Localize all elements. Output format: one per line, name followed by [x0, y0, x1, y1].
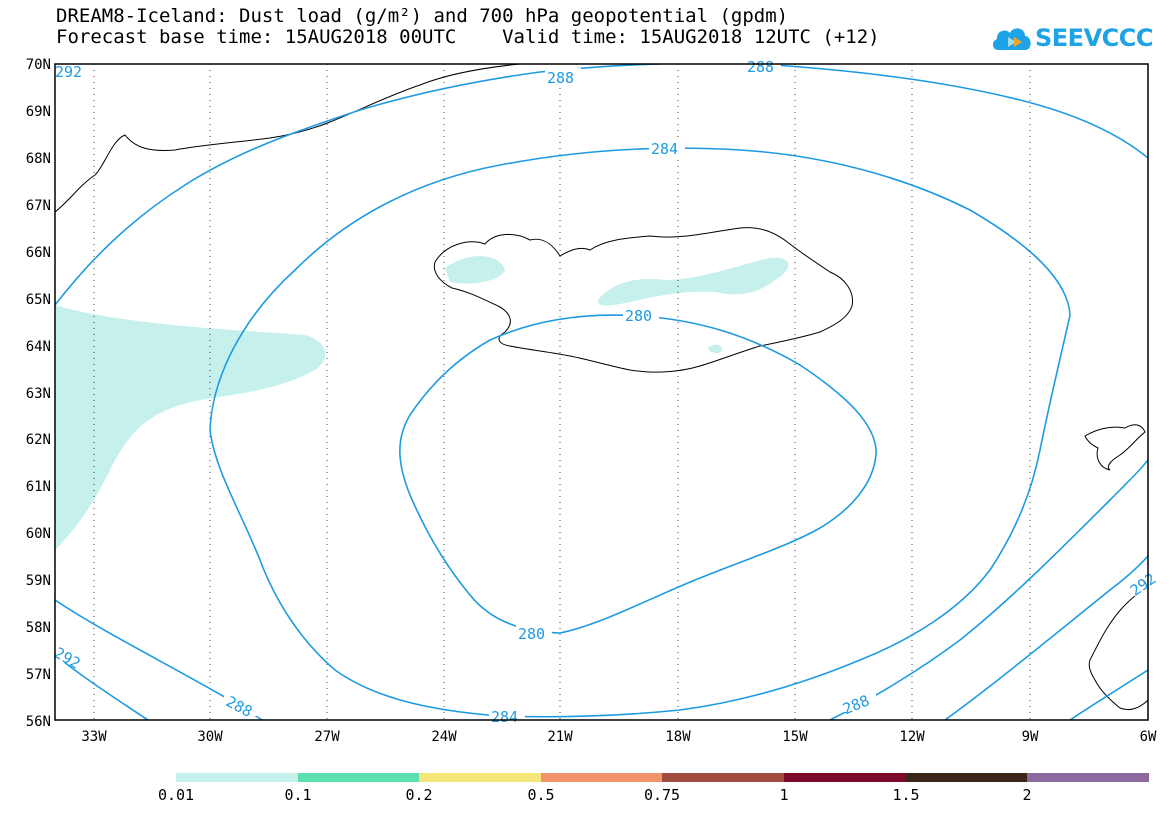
contour-label: 288 [547, 69, 574, 87]
contour-288-north [55, 64, 661, 306]
faroe-coast [1084, 424, 1146, 471]
lat-tick-label: 68N [26, 151, 51, 167]
lat-tick-label: 58N [26, 620, 51, 636]
legend-labels: 0.01 0.1 0.2 0.5 0.75 1 1.5 2 [158, 786, 1032, 804]
lon-tick-label: 30W [197, 729, 223, 745]
legend-label: 0.5 [527, 786, 554, 804]
contour-label: 292 [55, 63, 82, 81]
lon-tick-label: 33W [81, 729, 107, 745]
legend-label: 0.01 [158, 786, 194, 804]
logo-text: SEEVCCC [1035, 24, 1154, 52]
latitude-labels: 70N 69N 68N 67N 66N 65N 64N 63N 62N 61N … [26, 57, 51, 730]
lon-tick-label: 24W [431, 729, 457, 745]
lon-tick-label: 9W [1022, 729, 1039, 745]
plot-frame [54, 63, 1149, 721]
legend-colorbar [176, 773, 1149, 782]
dust-iceland-west [445, 256, 505, 284]
map-title: DREAM8-Iceland: Dust load (g/m²) and 700… [56, 5, 789, 27]
cloud-logo-icon [992, 28, 1031, 50]
contour-label: 280 [625, 307, 652, 325]
lon-tick-label: 6W [1140, 729, 1157, 745]
contour-284 [209, 147, 1071, 718]
lon-tick-label: 27W [314, 729, 340, 745]
legend-swatch [176, 773, 298, 782]
legend-label: 0.2 [405, 786, 432, 804]
dust-iceland-central [597, 257, 789, 306]
legend-label: 1 [779, 786, 788, 804]
legend-swatch [784, 773, 906, 782]
lat-tick-label: 63N [26, 386, 51, 402]
lon-tick-label: 21W [547, 729, 573, 745]
legend-swatch [662, 773, 784, 782]
grid-lines [93, 64, 1031, 720]
contour-label: 284 [491, 708, 518, 726]
lat-tick-label: 56N [26, 714, 51, 730]
contour-label: 280 [518, 625, 545, 643]
contour-label: 288 [747, 58, 774, 76]
lon-tick-label: 15W [782, 729, 808, 745]
lat-tick-label: 64N [26, 339, 51, 355]
lat-tick-label: 60N [26, 526, 51, 542]
contour-292-se2 [1069, 669, 1148, 720]
contour-292-se [944, 555, 1148, 720]
legend-label: 0.75 [644, 786, 680, 804]
legend-swatch [298, 773, 419, 782]
legend-swatch [541, 773, 662, 782]
lat-tick-label: 65N [26, 292, 51, 308]
iceland-coast [433, 227, 854, 373]
lat-tick-label: 57N [26, 667, 51, 683]
seevccc-logo [990, 22, 1170, 56]
contour-label-bg [55, 64, 1148, 720]
legend-label: 2 [1022, 786, 1031, 804]
lat-tick-label: 69N [26, 104, 51, 120]
legend-label: 1.5 [892, 786, 919, 804]
longitude-labels: 33W 30W 27W 24W 21W 18W 15W 12W 9W 6W [81, 729, 1157, 745]
legend-swatch [1027, 773, 1149, 782]
legend-swatch [906, 773, 1027, 782]
contour-label: 284 [651, 140, 678, 158]
contour-288-southeast [829, 459, 1148, 720]
contour-288-northeast [759, 64, 1148, 159]
map-subtitle-times: Forecast base time: 15AUG2018 00UTC Vali… [56, 26, 880, 48]
scotland-coast [1088, 584, 1148, 711]
legend-swatch [419, 773, 541, 782]
lat-tick-label: 67N [26, 198, 51, 214]
lat-tick-label: 61N [26, 479, 51, 495]
lat-tick-label: 59N [26, 573, 51, 589]
lon-tick-label: 18W [665, 729, 691, 745]
lat-tick-label: 66N [26, 245, 51, 261]
lat-tick-label: 70N [26, 57, 51, 73]
dust-iceland-south [708, 344, 723, 353]
lat-tick-label: 62N [26, 432, 51, 448]
legend-label: 0.1 [284, 786, 311, 804]
contour-280 [399, 314, 877, 634]
lon-tick-label: 12W [899, 729, 925, 745]
dust-plume-west [55, 305, 326, 550]
